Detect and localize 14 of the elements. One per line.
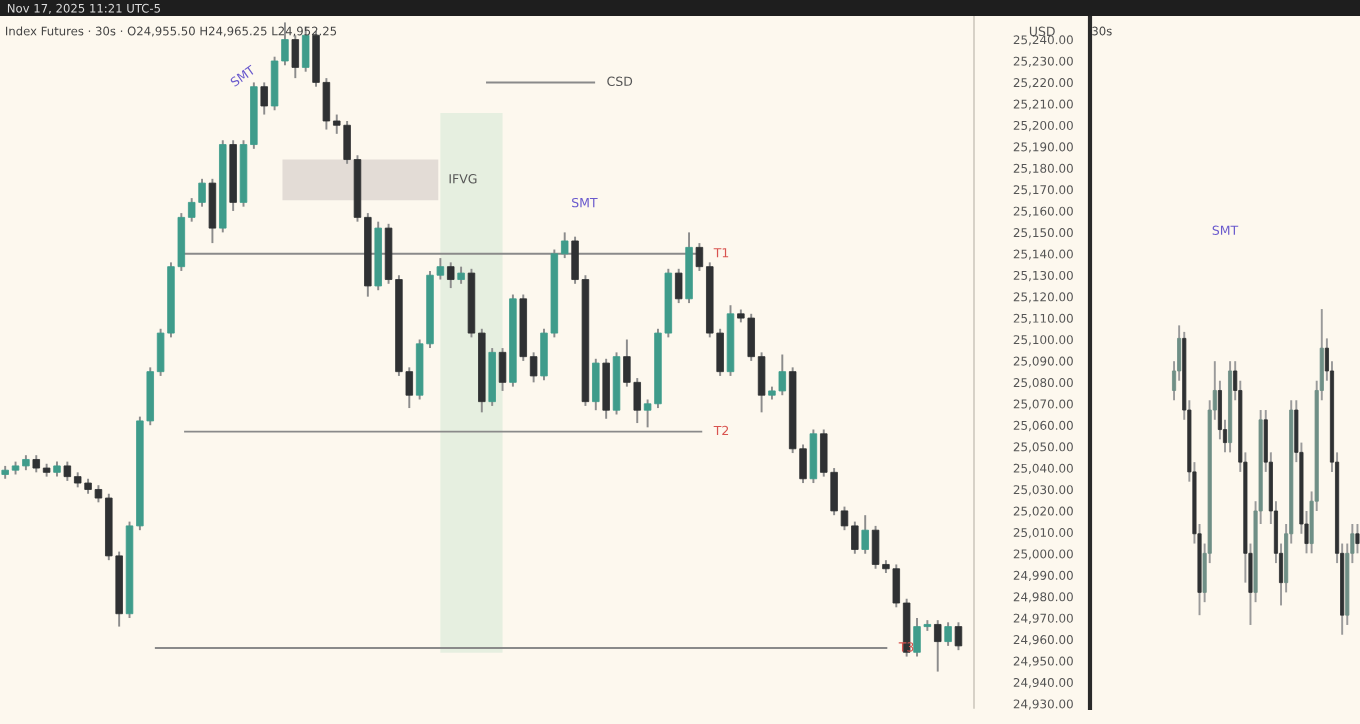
candlestick bbox=[208, 177, 217, 245]
candlestick bbox=[861, 514, 869, 555]
candlestick bbox=[934, 619, 942, 673]
candlestick bbox=[674, 267, 683, 305]
candlestick bbox=[1355, 523, 1360, 555]
candlestick bbox=[291, 34, 300, 80]
candlestick bbox=[602, 357, 610, 420]
candlestick bbox=[498, 347, 507, 392]
candlestick bbox=[809, 428, 818, 485]
candlestick bbox=[592, 357, 600, 412]
candlestick bbox=[260, 81, 268, 116]
candlestick bbox=[447, 261, 455, 290]
candlestick bbox=[944, 621, 952, 647]
candlestick bbox=[954, 621, 963, 652]
